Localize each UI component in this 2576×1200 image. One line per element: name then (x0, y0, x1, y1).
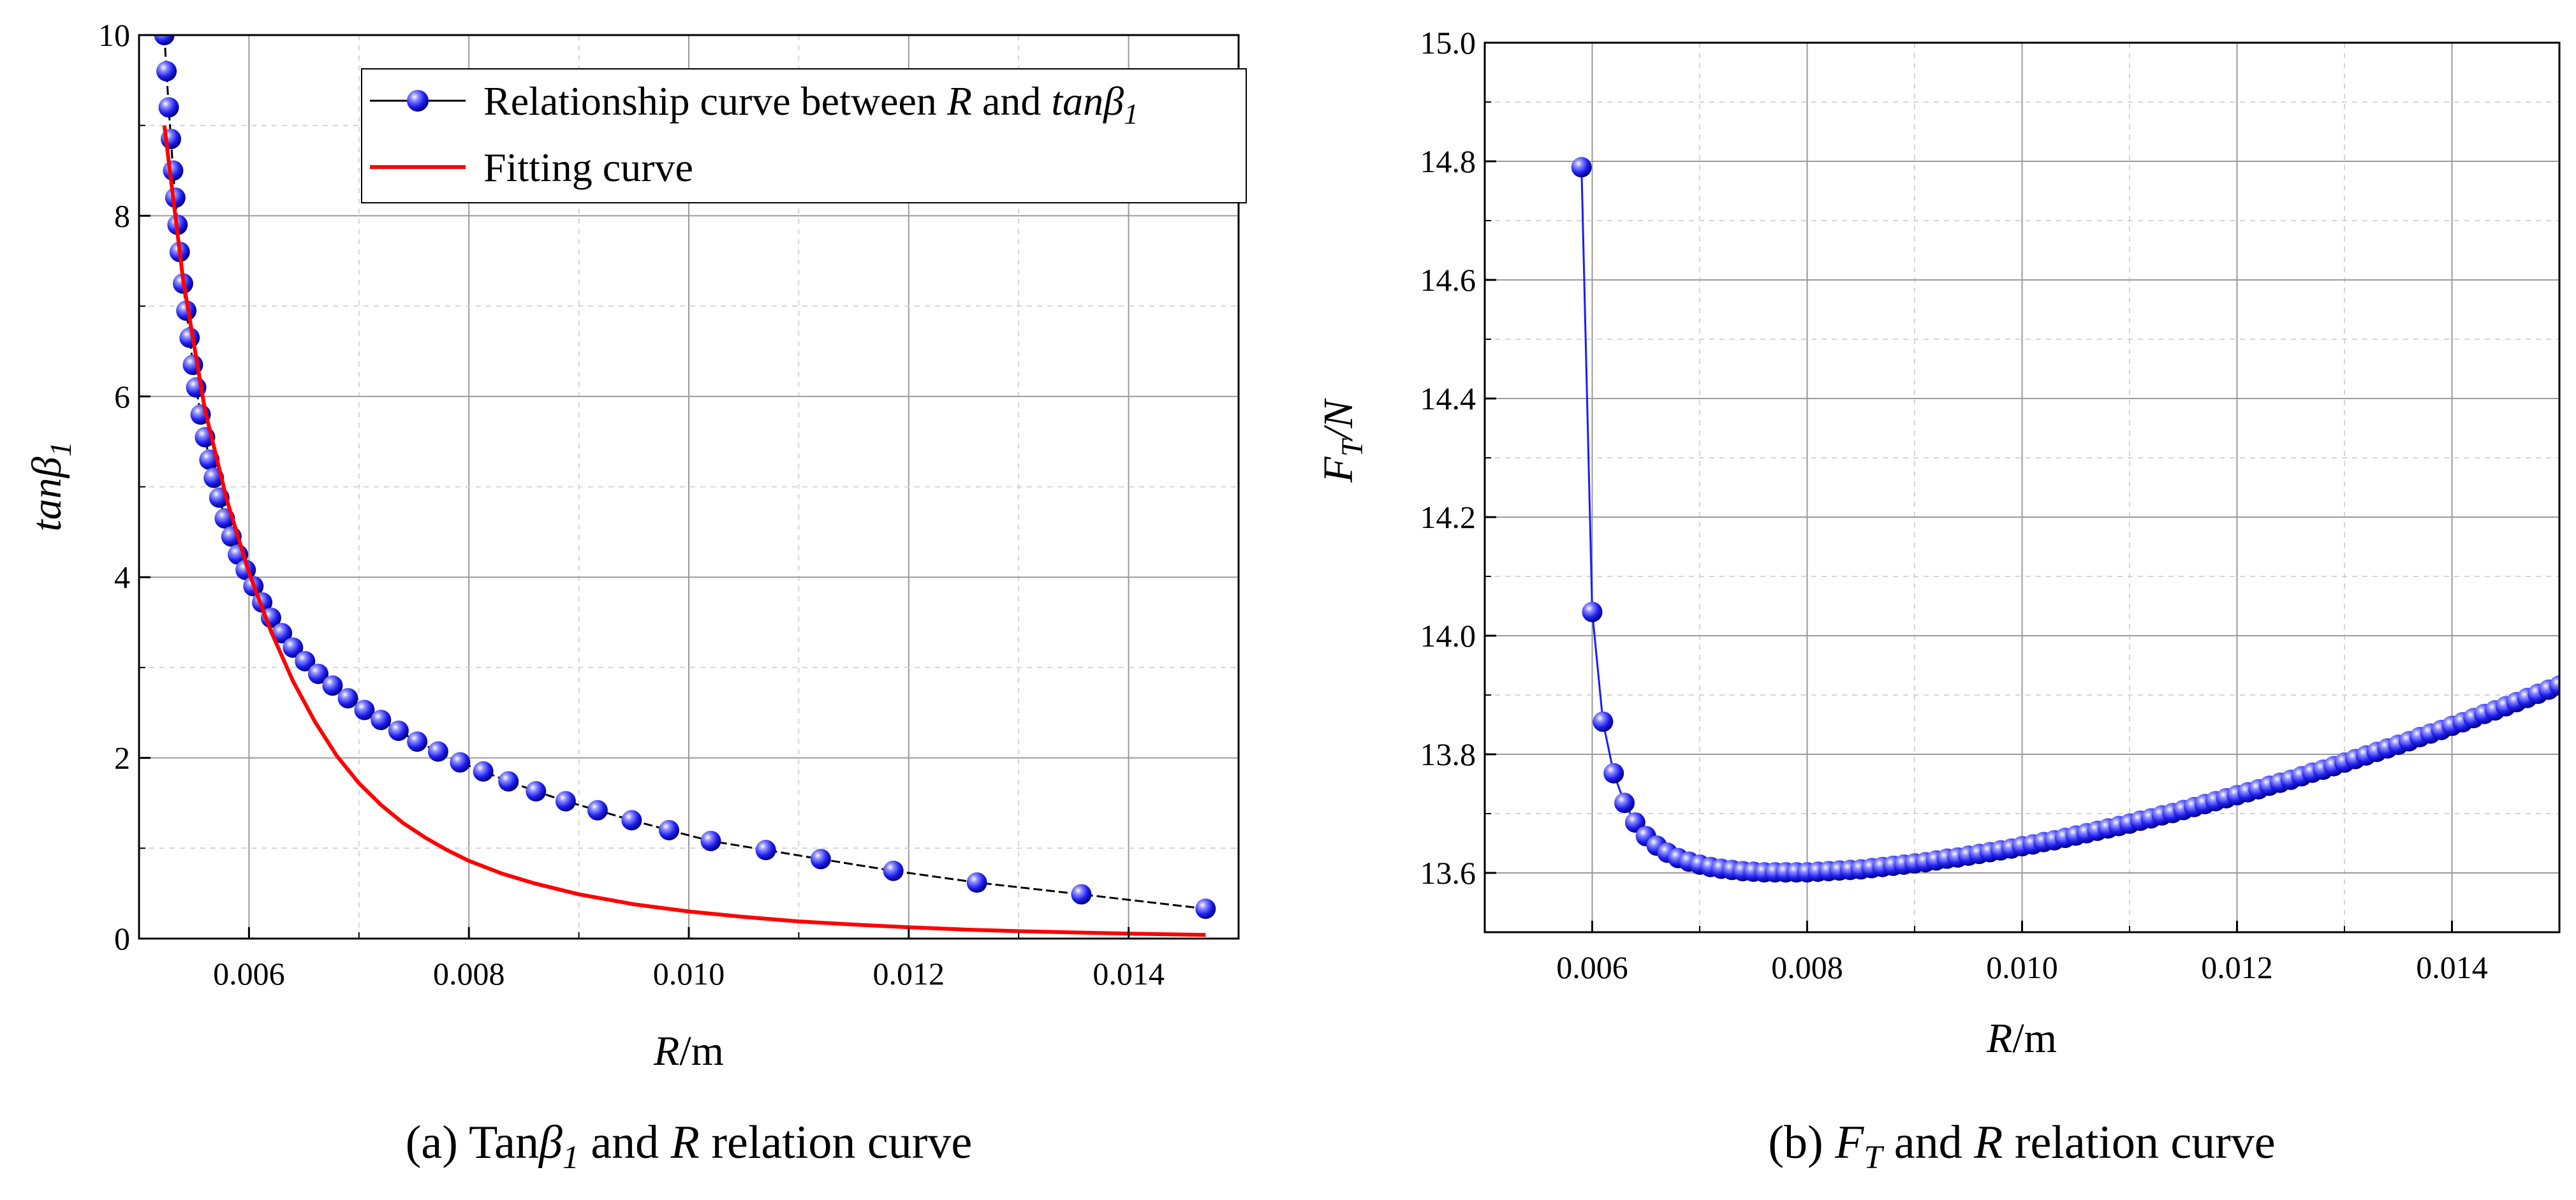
data-point (179, 327, 200, 348)
panel-b-ticks: 0.006 0.008 0.010 0.012 0.014 13.6 13.8 14.0 14.… (1420, 25, 2560, 985)
panel-a-series (154, 35, 1216, 937)
y-tick-label: 10 (98, 17, 130, 53)
panel-b: 0.006 0.008 0.010 0.012 0.014 13.6 13.8 14.0 14.… (1315, 25, 2561, 1176)
data-point (388, 721, 409, 742)
y-tick-label: 15.0 (1420, 25, 1476, 61)
data-point (407, 731, 428, 752)
panel-a-xlabel: R/m (653, 1028, 724, 1074)
y-tick-label: 2 (114, 740, 130, 776)
data-point (295, 650, 316, 671)
data-point (1571, 157, 1592, 178)
x-tick-label: 0.006 (1556, 949, 1628, 985)
y-tick-label: 14.8 (1420, 143, 1476, 179)
x-tick-label: 0.008 (1771, 949, 1843, 985)
panel-a-caption: (a) Tanβ1 and R relation curve (406, 1116, 972, 1176)
y-tick-label: 14.0 (1420, 618, 1476, 654)
data-point (158, 97, 179, 118)
panel-a: 0.006 0.008 0.010 0.012 0.014 0 2 4 6 8 10 Relatio… (24, 17, 1247, 1176)
data-point (308, 663, 329, 684)
data-point (473, 761, 494, 782)
panel-b-xlabel: R/m (1986, 1015, 2057, 1062)
y-tick-label: 13.6 (1420, 855, 1476, 891)
data-point (1582, 601, 1603, 622)
data-point (498, 771, 519, 792)
data-point (526, 781, 547, 802)
data-point (700, 830, 721, 851)
data-point (154, 35, 175, 45)
y-tick-label: 4 (114, 559, 130, 595)
data-point (427, 741, 448, 762)
y-tick-label: 8 (114, 198, 130, 233)
data-point (283, 637, 304, 658)
data-point (555, 791, 576, 812)
panel-b-series (1571, 157, 2559, 883)
x-tick-label: 0.006 (213, 956, 285, 991)
panel-b-grid (1484, 42, 2560, 933)
y-tick-label: 14.4 (1420, 381, 1476, 416)
data-point (176, 300, 197, 321)
fitting-curve-line (162, 125, 1206, 937)
data-point (371, 710, 392, 731)
data-point (272, 623, 293, 644)
data-point (1195, 898, 1216, 919)
x-tick-label: 0.014 (2416, 949, 2488, 985)
data-point (810, 849, 831, 870)
x-tick-label: 0.012 (873, 956, 945, 991)
data-point (163, 160, 184, 181)
panel-a-legend: Relationship curve between R and tanβ1 F… (361, 68, 1247, 203)
panel-a-ylabel: tanβ1 (24, 441, 78, 531)
panel-b-caption: (b) FT and R relation curve (1768, 1116, 2275, 1176)
data-point (156, 61, 177, 82)
x-tick-label: 0.012 (2201, 949, 2273, 985)
data-point (337, 688, 358, 709)
legend-entry-relationship: Relationship curve between R and tanβ1 (483, 78, 1138, 130)
y-tick-label: 14.2 (1420, 499, 1476, 535)
data-point (587, 800, 608, 821)
legend-entry-fitting: Fitting curve (483, 145, 693, 190)
x-tick-label: 0.010 (1986, 949, 2058, 985)
data-point (2549, 675, 2559, 696)
x-tick-label: 0.010 (653, 956, 725, 991)
y-tick-label: 6 (114, 379, 130, 414)
x-tick-label: 0.008 (433, 956, 505, 991)
y-tick-label: 0 (114, 921, 130, 956)
data-point (621, 810, 642, 831)
data-point (450, 752, 471, 773)
panel-a-ticks: 0.006 0.008 0.010 0.012 0.014 0 2 4 6 8 10 (98, 17, 1239, 991)
legend-marker-blue (407, 90, 429, 112)
data-point (883, 860, 904, 881)
data-point (354, 699, 375, 721)
data-point (1593, 711, 1614, 732)
data-point (658, 819, 679, 840)
legend-box (361, 68, 1247, 203)
data-point (1614, 793, 1635, 814)
data-point (1071, 884, 1092, 905)
y-tick-label: 13.8 (1420, 736, 1476, 772)
data-point (1603, 763, 1624, 784)
series-line-0 (1580, 167, 2559, 874)
panel-b-ylabel: FT/N (1315, 397, 1369, 483)
data-point (1624, 812, 1645, 833)
data-point (755, 840, 776, 861)
data-point (165, 187, 186, 209)
y-tick-label: 14.6 (1420, 262, 1476, 298)
data-point (322, 675, 343, 696)
data-point (966, 872, 987, 893)
x-tick-label: 0.014 (1093, 956, 1165, 991)
